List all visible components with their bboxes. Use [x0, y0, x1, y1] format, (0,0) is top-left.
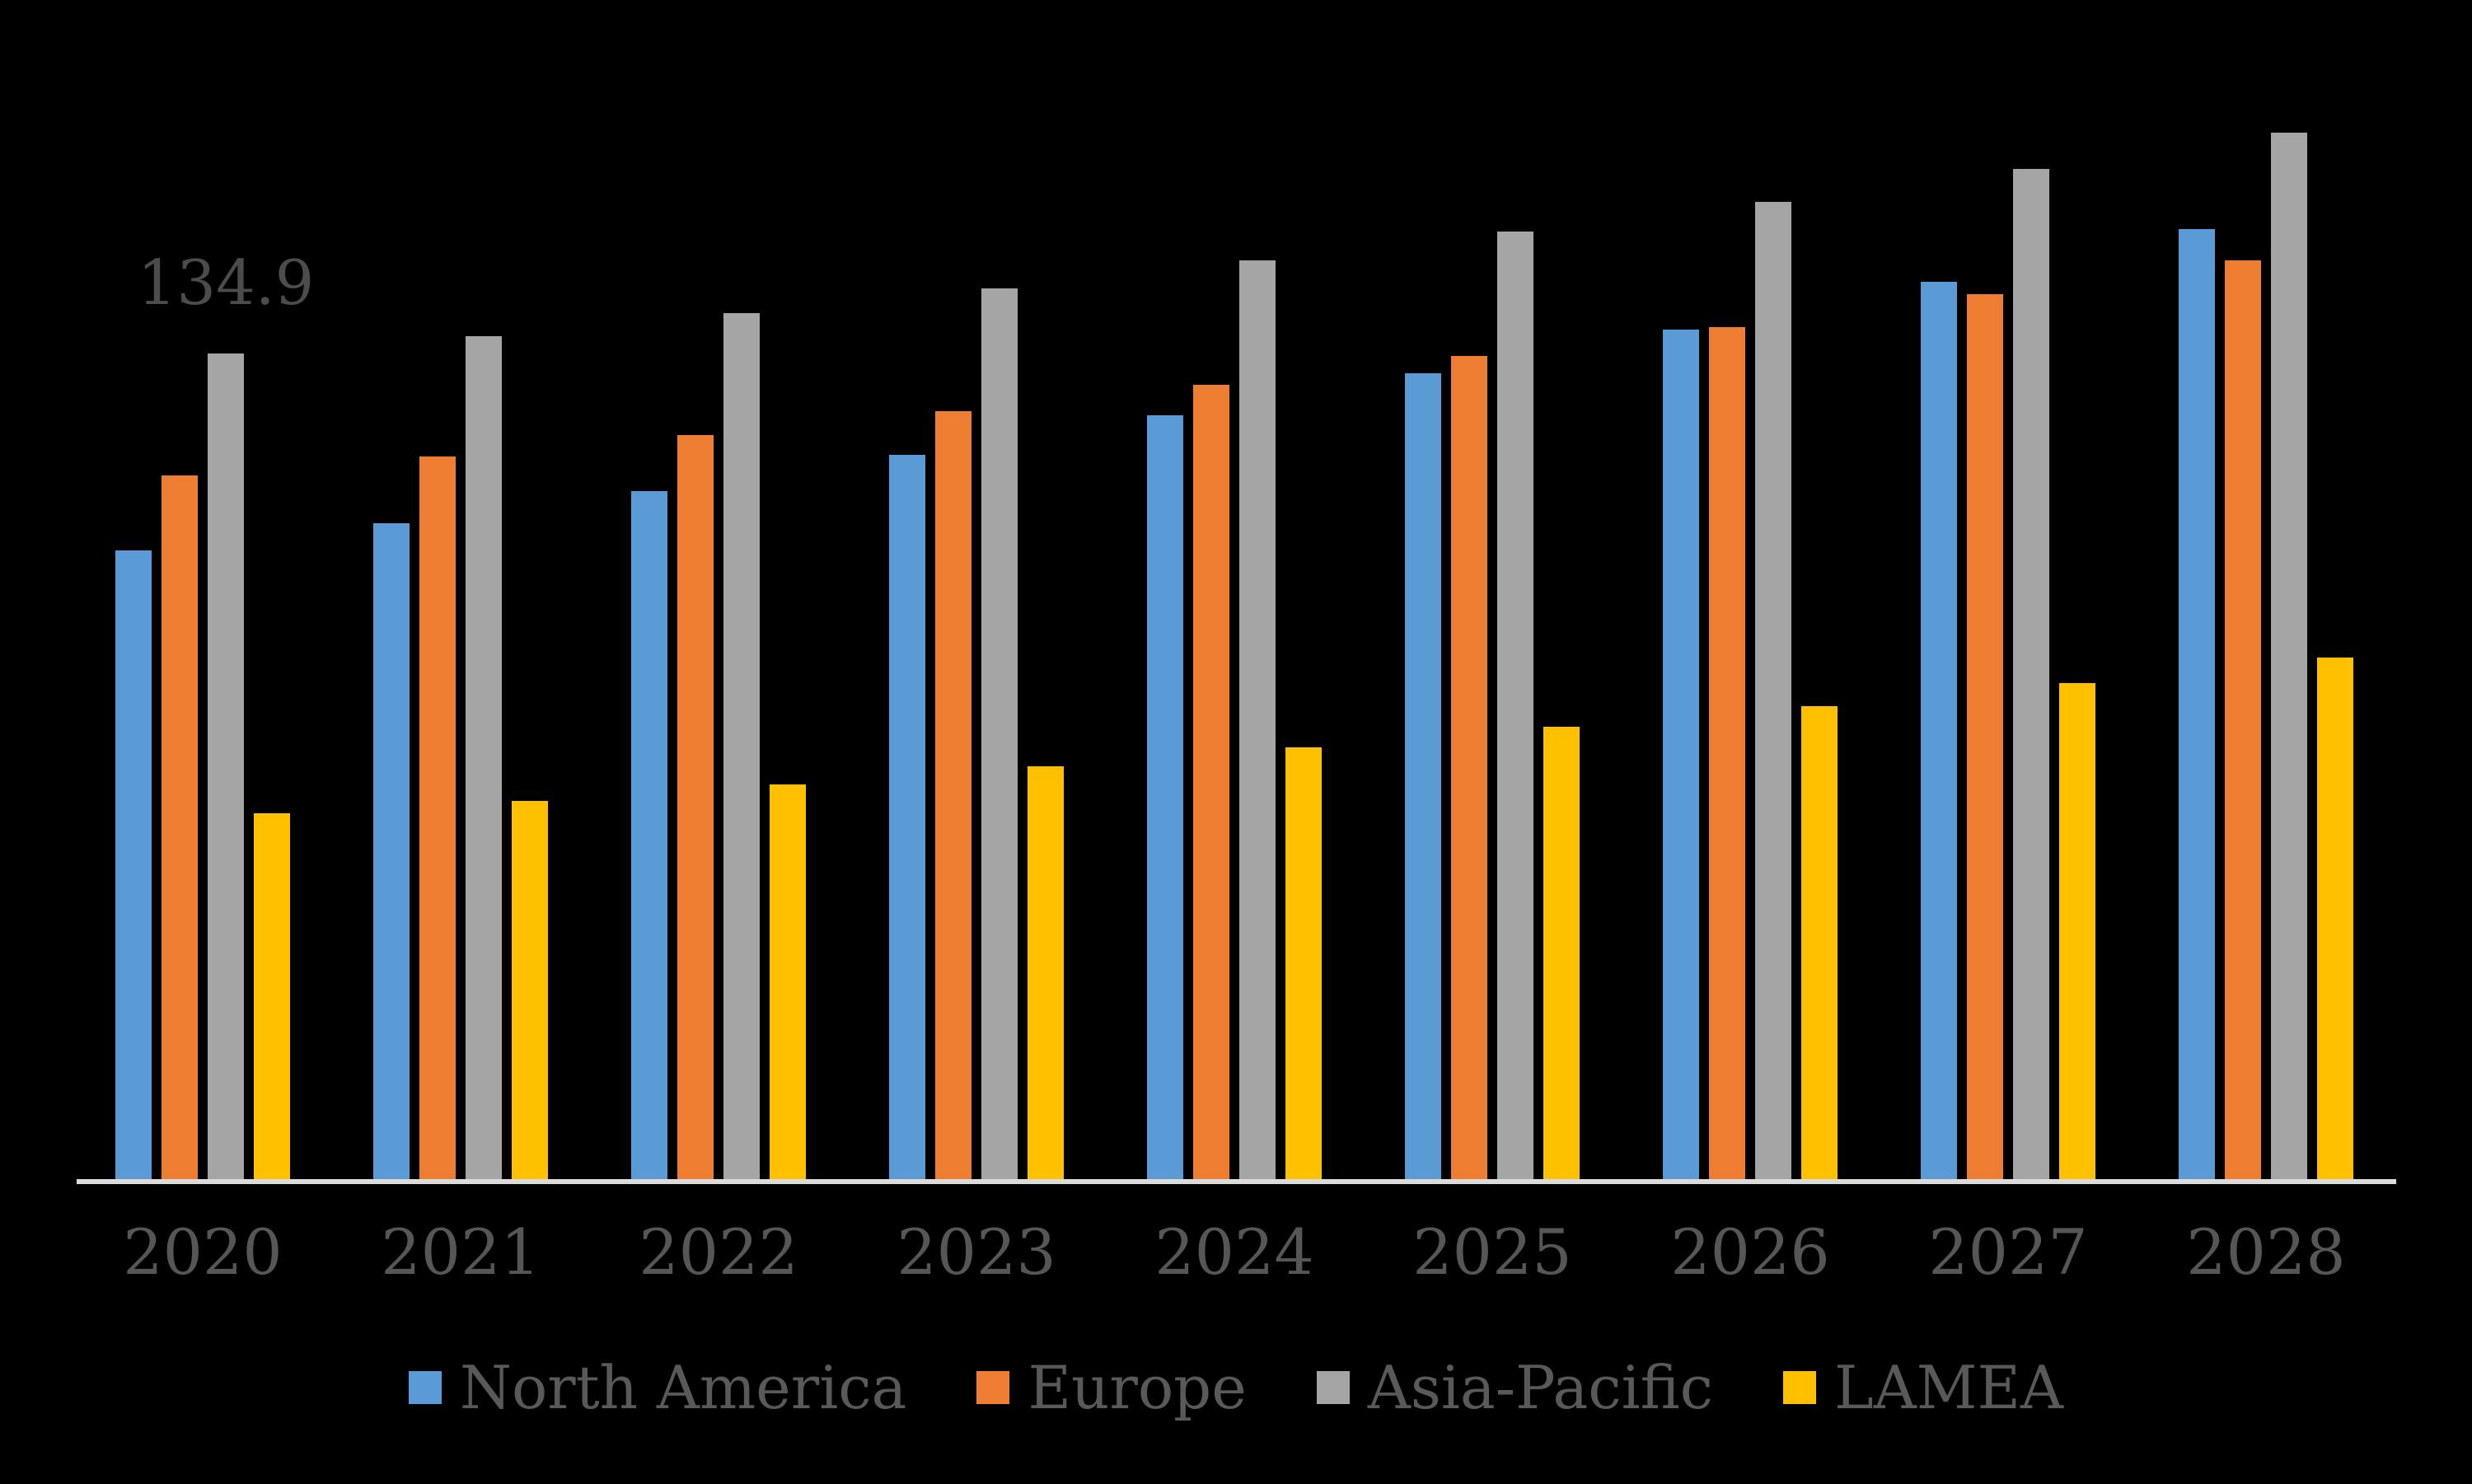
legend-marker-lamea-icon	[1782, 1371, 1816, 1404]
legend-label-europe: Europe	[1028, 1353, 1247, 1422]
bar-north-america-2022	[631, 491, 667, 1181]
bar-asia-pacific-2025	[1497, 232, 1533, 1181]
bar-europe-2022	[677, 435, 714, 1181]
bar-lamea-2026	[1801, 706, 1838, 1181]
bar-north-america-2023	[889, 455, 925, 1181]
bar-europe-2021	[419, 456, 456, 1181]
bar-europe-2025	[1451, 356, 1487, 1181]
bar-asia-pacific-2026	[1755, 202, 1791, 1181]
bar-lamea-2021	[512, 801, 548, 1181]
x-tick-2028: 2028	[2186, 1215, 2346, 1289]
bar-asia-pacific-2020	[208, 353, 244, 1181]
bar-asia-pacific-2028	[2271, 133, 2307, 1181]
bar-north-america-2020	[115, 550, 152, 1181]
x-tick-2025: 2025	[1412, 1215, 1572, 1289]
plot-area: 134.9	[77, 133, 2396, 1184]
x-tick-2027: 2027	[1928, 1215, 2088, 1289]
bar-europe-2026	[1709, 327, 1745, 1181]
x-axis-line	[77, 1179, 2396, 1184]
bar-north-america-2028	[2179, 229, 2215, 1181]
legend-marker-north-america-icon	[408, 1371, 442, 1404]
x-tick-2023: 2023	[897, 1215, 1056, 1289]
legend-label-lamea: LAMEA	[1833, 1353, 2064, 1422]
bar-europe-2028	[2225, 260, 2261, 1181]
legend-marker-europe-icon	[976, 1371, 1010, 1404]
x-tick-2022: 2022	[639, 1215, 798, 1289]
bar-europe-2020	[162, 475, 198, 1181]
legend: North America Europe Asia-Pacific LAMEA	[0, 1358, 2472, 1417]
bar-lamea-2023	[1028, 766, 1064, 1181]
bar-asia-pacific-2023	[981, 288, 1018, 1181]
bar-asia-pacific-2022	[723, 313, 760, 1181]
bar-lamea-2024	[1285, 747, 1322, 1181]
bar-asia-pacific-2027	[2013, 169, 2049, 1181]
legend-marker-asia-pacific-icon	[1316, 1371, 1350, 1404]
bar-lamea-2022	[770, 784, 806, 1181]
bar-lamea-2027	[2059, 683, 2095, 1181]
legend-item-lamea: LAMEA	[1782, 1353, 2064, 1422]
x-tick-2026: 2026	[1670, 1215, 1830, 1289]
data-label-asia-pacific-2020: 134.9	[137, 246, 315, 319]
legend-item-europe: Europe	[976, 1353, 1247, 1422]
bar-asia-pacific-2024	[1239, 260, 1276, 1181]
bar-europe-2027	[1967, 294, 2003, 1181]
bar-north-america-2024	[1147, 415, 1183, 1181]
bar-lamea-2020	[254, 813, 290, 1181]
bar-north-america-2027	[1921, 282, 1957, 1181]
bar-europe-2024	[1193, 385, 1229, 1181]
legend-label-north-america: North America	[459, 1353, 907, 1422]
bar-lamea-2025	[1543, 727, 1580, 1181]
x-tick-2021: 2021	[381, 1215, 541, 1289]
bar-north-america-2021	[373, 523, 410, 1181]
legend-item-asia-pacific: Asia-Pacific	[1316, 1353, 1713, 1422]
bar-north-america-2025	[1405, 373, 1441, 1181]
legend-label-asia-pacific: Asia-Pacific	[1367, 1353, 1713, 1422]
x-tick-2024: 2024	[1154, 1215, 1314, 1289]
bar-europe-2023	[935, 411, 971, 1181]
legend-item-north-america: North America	[408, 1353, 907, 1422]
x-tick-2020: 2020	[123, 1215, 283, 1289]
bar-lamea-2028	[2317, 658, 2353, 1181]
bar-asia-pacific-2021	[466, 336, 502, 1181]
bar-north-america-2026	[1663, 330, 1699, 1181]
